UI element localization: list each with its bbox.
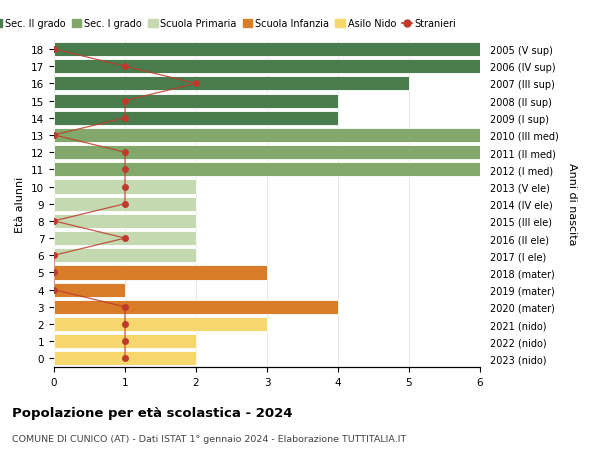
Point <box>49 132 59 140</box>
Text: Popolazione per età scolastica - 2024: Popolazione per età scolastica - 2024 <box>12 406 293 419</box>
Bar <box>54 129 480 143</box>
Point <box>120 338 130 345</box>
Bar <box>54 317 267 331</box>
Bar <box>54 146 480 160</box>
Point <box>120 98 130 105</box>
Y-axis label: Anni di nascita: Anni di nascita <box>567 163 577 246</box>
Point <box>191 80 201 88</box>
Bar <box>54 249 196 263</box>
Bar <box>54 60 480 74</box>
Point <box>120 235 130 242</box>
Bar <box>54 300 338 314</box>
Bar <box>54 266 267 280</box>
Point <box>49 46 59 54</box>
Bar <box>54 163 480 177</box>
Point <box>120 321 130 328</box>
Point <box>120 184 130 191</box>
Bar <box>54 180 196 194</box>
Point <box>120 166 130 174</box>
Bar <box>54 214 196 229</box>
Bar <box>54 231 196 246</box>
Bar <box>54 197 196 211</box>
Bar <box>54 283 125 297</box>
Point <box>49 286 59 294</box>
Point <box>120 355 130 362</box>
Bar <box>54 77 409 91</box>
Point <box>49 252 59 259</box>
Bar <box>54 112 338 125</box>
Point <box>120 149 130 157</box>
Point <box>120 303 130 311</box>
Legend: Sec. II grado, Sec. I grado, Scuola Primaria, Scuola Infanzia, Asilo Nido, Stran: Sec. II grado, Sec. I grado, Scuola Prim… <box>0 16 460 33</box>
Point <box>120 201 130 208</box>
Bar <box>54 43 480 57</box>
Point <box>49 218 59 225</box>
Point <box>49 269 59 276</box>
Bar <box>54 352 196 366</box>
Bar <box>54 94 338 108</box>
Point <box>120 115 130 122</box>
Text: COMUNE DI CUNICO (AT) - Dati ISTAT 1° gennaio 2024 - Elaborazione TUTTITALIA.IT: COMUNE DI CUNICO (AT) - Dati ISTAT 1° ge… <box>12 434 406 443</box>
Bar <box>54 335 196 348</box>
Y-axis label: Età alunni: Età alunni <box>16 176 25 232</box>
Point <box>120 63 130 71</box>
